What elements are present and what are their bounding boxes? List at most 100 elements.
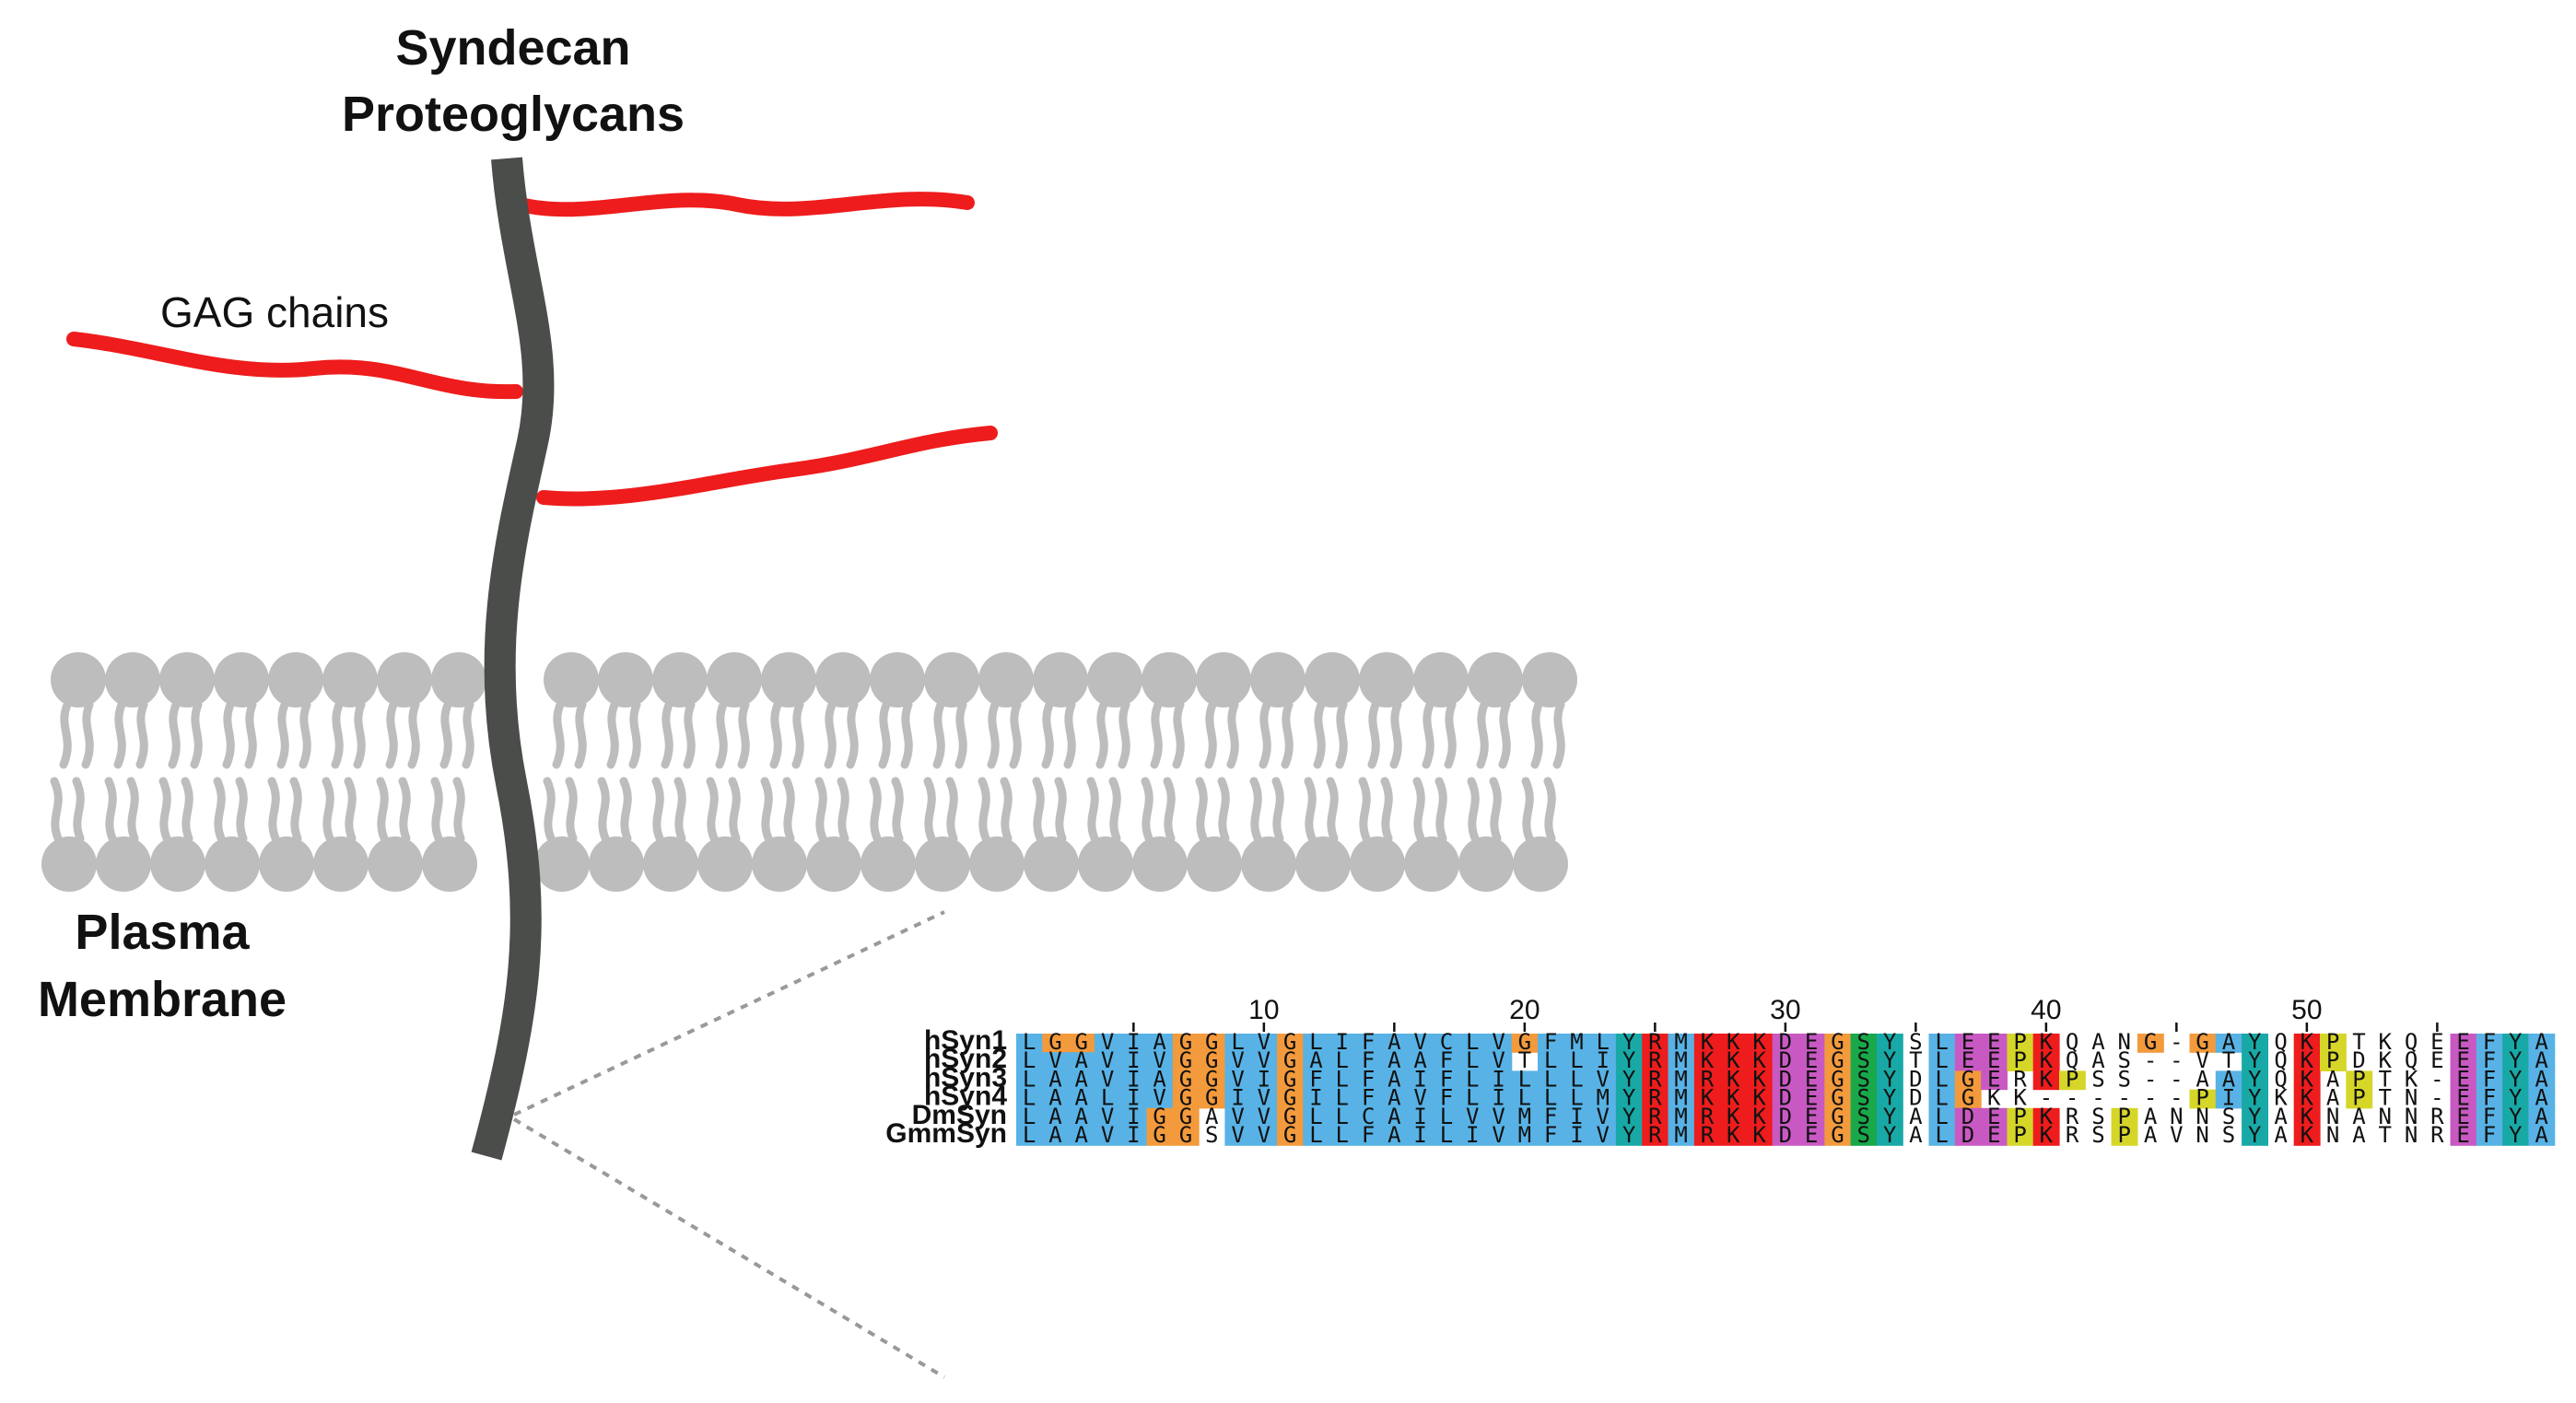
residue-letter: S — [1909, 1029, 1922, 1055]
residue-cell — [1329, 1052, 1356, 1071]
residue-letter: F — [1544, 1104, 1557, 1129]
sequence-name: hSyn2 — [924, 1044, 1007, 1074]
residue-letter: G — [1831, 1085, 1844, 1111]
residue-letter: D — [2352, 1047, 2365, 1073]
lipid-top — [431, 652, 486, 769]
residue-cell — [2450, 1070, 2477, 1091]
residue-letter: G — [1153, 1122, 1165, 1148]
residue-letter: K — [2040, 1066, 2054, 1092]
residue-letter: K — [2040, 1029, 2054, 1055]
residue-letter: Y — [1883, 1029, 1897, 1055]
residue-cell — [1668, 1052, 1695, 1071]
residue-letter: Q — [2274, 1047, 2287, 1073]
sequence-alignment: 10 20 30 40 50 hSyn1hSyn2hSyn3hSyn4DmSynGmmS… — [885, 995, 2556, 1149]
residue-cell — [1928, 1070, 1956, 1091]
residue-letter: V — [1258, 1104, 1270, 1129]
residue-cell — [1172, 1089, 1200, 1109]
residue-letter: R — [2430, 1122, 2444, 1148]
residue-letter: F — [2483, 1104, 2496, 1129]
residue-cell — [1642, 1034, 1669, 1053]
residue-letter: L — [1101, 1085, 1114, 1111]
residue-letter: I — [1492, 1085, 1505, 1111]
residue-letter: S — [1205, 1122, 1218, 1148]
lipid-top — [652, 652, 708, 769]
residue-cell — [1303, 1034, 1330, 1053]
residue-letter: G — [1179, 1066, 1192, 1092]
residue-cell — [1981, 1070, 2008, 1091]
residue-cell — [1693, 1127, 1721, 1146]
residue-letter: Y — [1883, 1085, 1897, 1111]
residue-cell — [1798, 1034, 1825, 1053]
residue-cell — [1981, 1107, 2008, 1128]
lipid-bottom — [806, 777, 861, 892]
residue-letter: A — [2535, 1029, 2548, 1055]
residue-letter: N — [2118, 1029, 2131, 1055]
residue-letter: G — [1179, 1029, 1192, 1055]
residue-cell — [1485, 1107, 1513, 1128]
residue-letter: E — [1987, 1066, 2000, 1092]
residue-letter: P — [2066, 1066, 2078, 1092]
residue-cell — [1876, 1107, 1903, 1128]
residue-cell — [1563, 1089, 1591, 1109]
residue-cell — [2476, 1052, 2503, 1071]
residue-cell — [1433, 1070, 1460, 1091]
residue-cell — [1563, 1107, 1591, 1128]
residue-cell — [1668, 1127, 1695, 1146]
residue-cell — [2242, 1089, 2268, 1109]
proteoglycan-label-line1: Syndecan — [395, 20, 630, 76]
residue-cell — [1224, 1052, 1252, 1071]
residue-letter: P — [2352, 1066, 2365, 1092]
sequence-name: DmSyn — [912, 1100, 1007, 1130]
residue-cell — [1459, 1070, 1486, 1091]
residue-cell — [1876, 1034, 1903, 1053]
residue-letter: V — [1492, 1122, 1505, 1148]
lipid-bottom — [861, 777, 916, 892]
residue-cell — [2450, 1089, 2477, 1109]
lipid-bottom — [205, 777, 260, 892]
residue-letter: E — [2456, 1104, 2469, 1129]
residue-letter: G — [1961, 1066, 1974, 1092]
residue-cell — [2528, 1034, 2556, 1053]
residue-letter: M — [1674, 1029, 1687, 1055]
lipid-top — [544, 652, 599, 769]
residue-cell — [1511, 1034, 1539, 1053]
residue-cell — [1720, 1070, 1747, 1091]
residue-letter: K — [1701, 1047, 1715, 1073]
residue-cell — [1615, 1070, 1643, 1091]
lipid-bottom — [534, 777, 590, 892]
residue-cell — [1146, 1107, 1174, 1128]
residue-letter: F — [1440, 1085, 1453, 1111]
residue-letter: E — [2430, 1047, 2443, 1073]
residue-letter: V — [1231, 1047, 1244, 1073]
residue-letter: Q — [2066, 1047, 2078, 1073]
residue-cell — [1642, 1089, 1669, 1109]
residue-letter: R — [1701, 1122, 1715, 1148]
residue-cell — [1772, 1070, 1799, 1091]
residue-letter: L — [1518, 1085, 1531, 1111]
residue-letter: I — [1127, 1104, 1140, 1129]
residue-letter: L — [1544, 1066, 1557, 1092]
residue-cell — [1642, 1070, 1669, 1091]
residue-cell — [1824, 1089, 1852, 1109]
residue-letter: L — [1336, 1122, 1349, 1148]
residue-cell — [1798, 1107, 1825, 1128]
residue-letter: S — [2222, 1104, 2235, 1129]
residue-letter: - — [2091, 1085, 2104, 1111]
residue-cell — [1303, 1107, 1330, 1128]
residue-cell — [1172, 1034, 1200, 1053]
lipid-top — [924, 652, 979, 769]
residue-cell — [1511, 1107, 1539, 1128]
residue-letter: N — [2195, 1104, 2208, 1129]
residue-letter: I — [1466, 1122, 1479, 1148]
residue-letter: K — [1727, 1066, 1740, 1092]
residue-cell — [1433, 1107, 1460, 1128]
lipid-bottom — [1295, 777, 1351, 892]
residue-letter: K — [2405, 1066, 2418, 1092]
lipid-top — [51, 652, 106, 769]
residue-letter: V — [1258, 1085, 1270, 1111]
residue-letter: V — [1492, 1047, 1505, 1073]
residue-letter: Y — [1622, 1104, 1636, 1129]
residue-cell — [1589, 1052, 1617, 1071]
residue-cell — [1381, 1127, 1409, 1146]
